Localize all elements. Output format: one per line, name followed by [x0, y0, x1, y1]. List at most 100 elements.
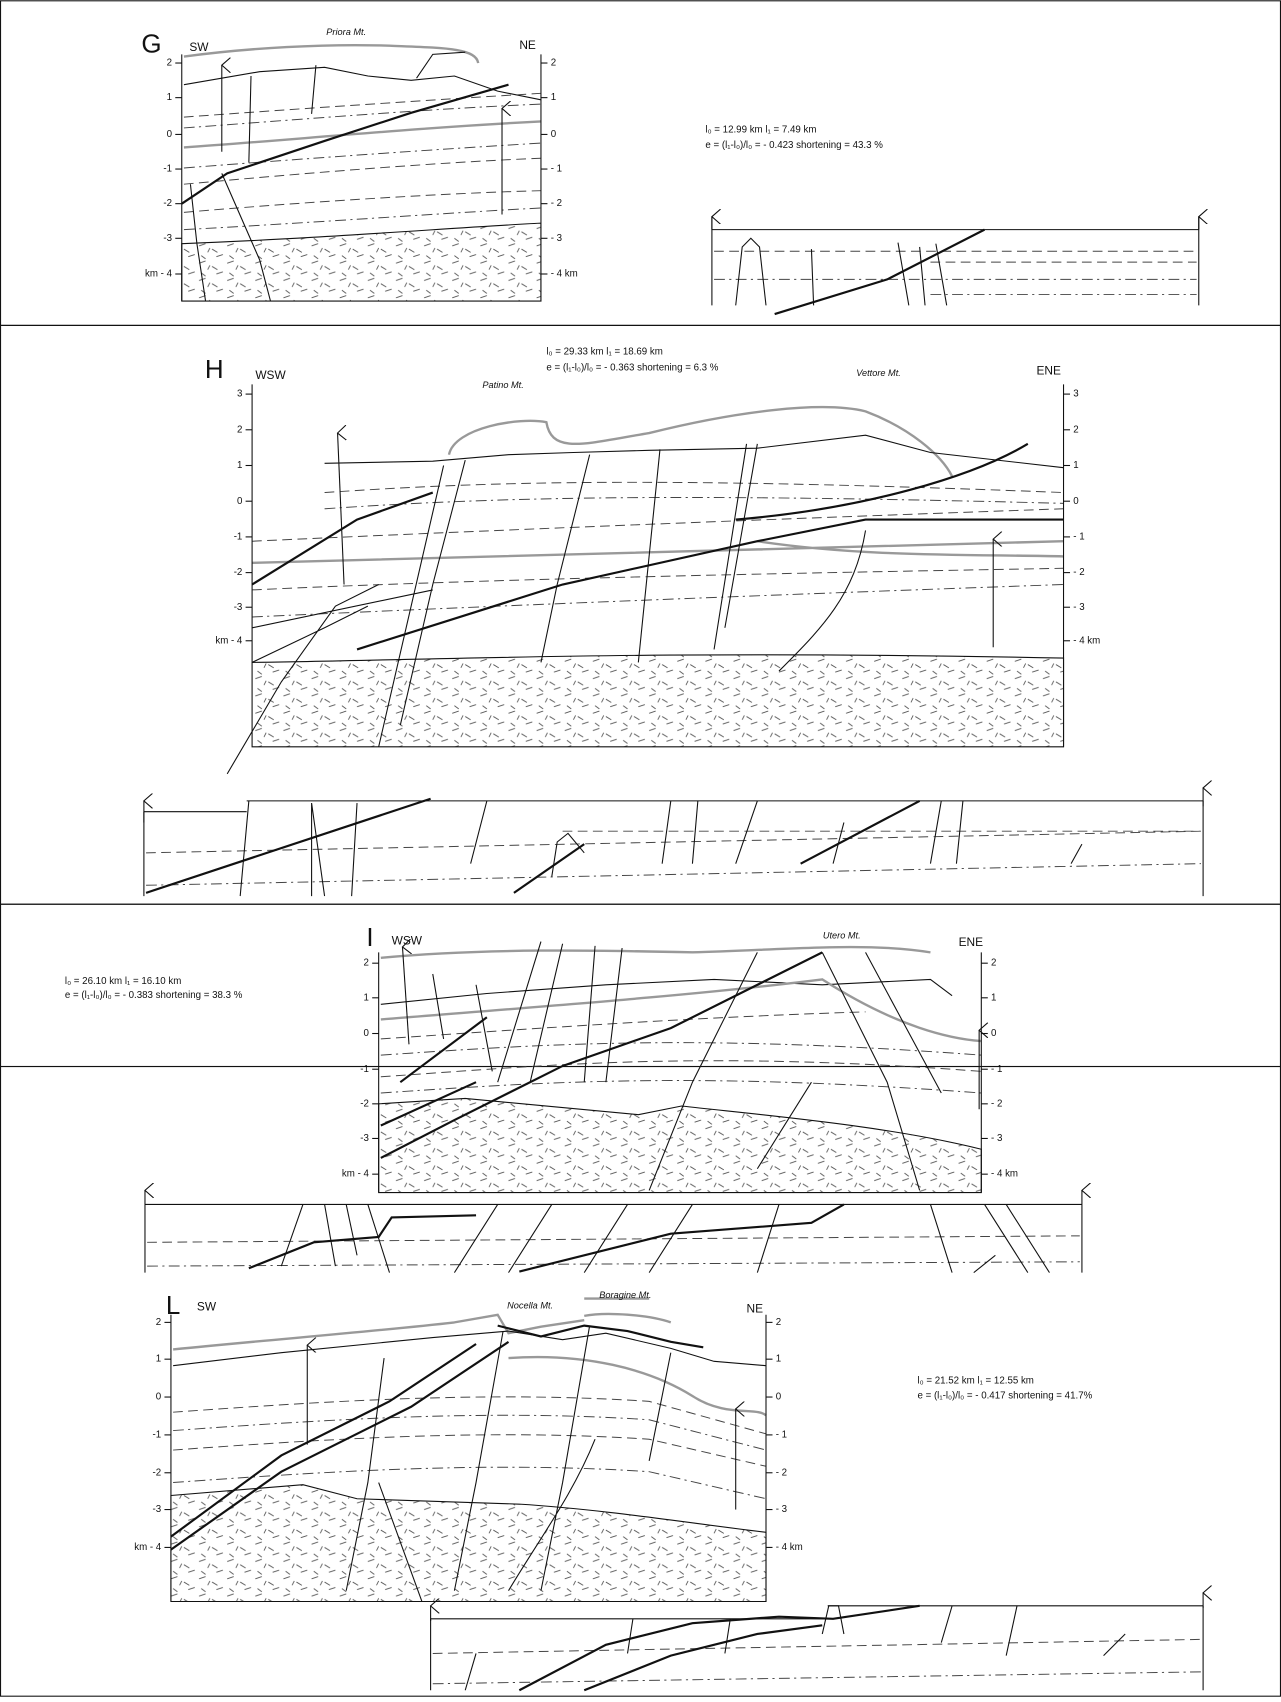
layer — [146, 864, 1201, 886]
layer — [433, 1672, 1201, 1684]
tick-label: 0 — [991, 1028, 997, 1039]
layer — [714, 251, 1197, 262]
tick-label: 2 — [1073, 424, 1078, 435]
surface — [325, 435, 1064, 467]
basement — [182, 223, 541, 301]
panel-border — [1, 325, 1281, 904]
section-h — [144, 384, 1203, 896]
tick-label: - 2 — [991, 1098, 1002, 1109]
tick-label: 3 — [237, 389, 242, 400]
section-g — [182, 45, 1199, 314]
direction-label: WSW — [392, 934, 423, 948]
shortening-stat: e = (l₁-l₀)/l₀ = - 0.417 shortening = 41… — [917, 1391, 1092, 1402]
direction-label: NE — [519, 38, 536, 52]
tick-label: 0 — [1073, 496, 1079, 507]
direction-label: NE — [747, 1302, 764, 1316]
page: {"panels":[ {"label":"G","left_dir":"SW"… — [0, 0, 1281, 1697]
topography — [173, 1314, 671, 1349]
tick-label: 1 — [167, 92, 172, 103]
tick-label: 0 — [551, 129, 557, 140]
tick-label: 1 — [156, 1354, 161, 1365]
tick-label: -2 — [163, 198, 172, 209]
layer — [147, 1236, 1080, 1242]
panel-label: H — [205, 354, 224, 384]
mountain-label: Boragine Mt. — [599, 1290, 651, 1300]
restored-frame — [712, 217, 1199, 306]
panel-border — [1, 904, 1281, 1066]
section-l — [171, 1299, 1203, 1691]
tick-label: 0 — [167, 129, 173, 140]
mountain-label: Nocella Mt. — [507, 1301, 553, 1311]
layer — [252, 482, 1063, 590]
tick-label: -2 — [234, 567, 243, 578]
tick-label: 1 — [776, 1354, 781, 1365]
tick-label: 0 — [364, 1028, 370, 1039]
tick-label: -1 — [153, 1429, 162, 1440]
tick-label: -3 — [163, 233, 172, 244]
tick-label: 2 — [551, 58, 556, 69]
mountain-label: Priora Mt. — [326, 27, 366, 37]
topography — [381, 947, 931, 958]
fault — [736, 238, 947, 305]
direction-label: ENE — [959, 935, 984, 949]
thrust — [775, 230, 985, 314]
thrust — [146, 799, 920, 893]
basement — [171, 1485, 766, 1602]
shortening-stat: e = (l₁-l₀)/l₀ = - 0.363 shortening = 6.… — [546, 363, 718, 374]
direction-label: SW — [197, 1299, 217, 1313]
surface — [184, 67, 541, 99]
tick-label: - 1 — [1073, 531, 1084, 542]
tick-label: 2 — [364, 958, 369, 969]
shortening-stat: e = (l₁-l₀)/l₀ = - 0.423 shortening = 43… — [705, 140, 883, 151]
shortening-stat: l₀ = 26.10 km l₁ = 16.10 km — [65, 976, 181, 987]
tick-label: - 3 — [1073, 602, 1084, 613]
tick-label: -1 — [163, 164, 172, 175]
tick-label: -2 — [360, 1098, 369, 1109]
tick-label: 2 — [167, 58, 172, 69]
tick-label: km - 4 — [145, 269, 173, 280]
tick-label: - 4 km — [776, 1542, 803, 1553]
tick-label: 1 — [364, 992, 369, 1003]
horizon — [381, 979, 981, 1041]
horizon — [184, 121, 541, 147]
layer — [146, 831, 1201, 853]
panel-label: G — [141, 29, 161, 59]
arrow — [402, 947, 408, 1044]
layer — [184, 93, 541, 212]
layer — [433, 1639, 1201, 1653]
mountain-label: Utero Mt. — [823, 931, 861, 941]
tick-label: - 1 — [551, 164, 562, 175]
layer — [714, 279, 1197, 294]
mountain-label: Patino Mt. — [482, 380, 523, 390]
tick-label: -1 — [234, 531, 243, 542]
tick-label: - 1 — [991, 1064, 1002, 1075]
horizon — [252, 541, 1063, 563]
layer — [147, 1262, 1080, 1266]
direction-label: WSW — [255, 368, 286, 382]
shortening-stat: l₀ = 29.33 km l₁ = 18.69 km — [546, 346, 662, 357]
tick-label: 1 — [551, 92, 556, 103]
shortening-stat: l₀ = 21.52 km l₁ = 12.55 km — [917, 1375, 1033, 1386]
surface — [381, 979, 952, 1004]
tick-label: - 2 — [551, 198, 562, 209]
panel-label: I — [366, 922, 373, 952]
tick-label: - 2 — [776, 1467, 787, 1478]
tick-label: 2 — [776, 1317, 781, 1328]
tick-label: -2 — [153, 1467, 162, 1478]
section-i — [145, 942, 1082, 1273]
layer — [381, 1012, 981, 1077]
layer — [184, 104, 541, 230]
tick-label: 1 — [237, 460, 242, 471]
direction-label: ENE — [1036, 364, 1061, 378]
tick-label: 3 — [1073, 389, 1078, 400]
tick-label: 0 — [776, 1392, 782, 1403]
figure: G SW NE Priora Mt. 2 1 0 -1 -2 -3 km - 4 2 1 0 - 1 - 2 -… — [0, 0, 1281, 1697]
tick-label: 2 — [991, 958, 996, 969]
shortening-stat: e = (l₁-l₀)/l₀ = - 0.383 shortening = 38… — [65, 990, 243, 1001]
tick-label: 1 — [991, 992, 996, 1003]
layer — [173, 1397, 766, 1466]
tick-label: - 3 — [991, 1133, 1002, 1144]
tick-label: 1 — [1073, 460, 1078, 471]
tick-label: km - 4 — [342, 1169, 370, 1180]
tick-label: 2 — [156, 1317, 161, 1328]
